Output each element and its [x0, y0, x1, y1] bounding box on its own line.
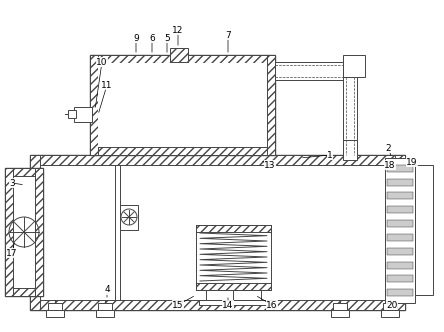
Text: 17: 17 — [6, 248, 18, 258]
Bar — [387, 262, 413, 269]
Bar — [275, 62, 355, 80]
Text: 9: 9 — [133, 34, 139, 42]
Bar — [387, 234, 413, 241]
Bar — [120, 205, 138, 230]
Bar — [387, 220, 413, 227]
Text: 15: 15 — [172, 300, 184, 309]
Bar — [90, 55, 275, 155]
Bar — [196, 283, 271, 290]
Text: 7: 7 — [225, 31, 231, 40]
Bar — [98, 303, 112, 310]
Bar — [5, 288, 43, 296]
Bar — [387, 248, 413, 255]
Text: 5: 5 — [164, 34, 170, 42]
Bar — [196, 225, 271, 232]
Bar — [387, 275, 413, 282]
Text: 11: 11 — [101, 80, 113, 90]
Bar — [170, 48, 188, 62]
Bar — [30, 300, 405, 310]
Text: 6: 6 — [149, 34, 155, 42]
Bar — [46, 310, 64, 317]
Bar — [90, 147, 275, 155]
Text: 10: 10 — [96, 57, 108, 66]
Bar — [199, 300, 268, 305]
Text: 19: 19 — [406, 157, 418, 167]
Bar — [383, 303, 397, 310]
Bar — [387, 165, 413, 172]
Bar — [48, 303, 62, 310]
Text: 12: 12 — [172, 26, 184, 35]
Bar — [90, 55, 275, 63]
Bar — [343, 140, 357, 160]
Bar — [331, 310, 349, 317]
Bar — [385, 158, 415, 303]
Bar — [196, 225, 271, 290]
Text: 20: 20 — [386, 300, 398, 309]
Text: 16: 16 — [266, 300, 278, 309]
Text: 14: 14 — [222, 300, 234, 309]
Bar — [387, 206, 413, 213]
Text: 13: 13 — [264, 160, 276, 170]
Bar — [30, 155, 40, 310]
Text: 4: 4 — [104, 286, 110, 294]
Bar — [35, 168, 43, 296]
Text: 2: 2 — [385, 143, 391, 152]
Bar — [90, 55, 98, 155]
Bar — [387, 179, 413, 186]
Bar — [267, 55, 275, 155]
Text: 18: 18 — [384, 160, 396, 170]
Text: 3: 3 — [9, 179, 15, 188]
Text: 1: 1 — [327, 150, 333, 159]
Bar — [30, 155, 405, 310]
Bar — [30, 155, 405, 165]
Bar — [5, 168, 13, 296]
Bar — [74, 107, 92, 122]
Bar — [343, 55, 365, 77]
Bar — [333, 303, 347, 310]
Bar — [5, 168, 43, 296]
Bar — [381, 310, 399, 317]
Bar — [96, 310, 114, 317]
Bar — [5, 168, 43, 176]
Bar — [98, 63, 267, 147]
Bar — [68, 110, 76, 118]
Bar — [415, 165, 433, 295]
Bar — [387, 289, 413, 296]
Bar — [387, 193, 413, 200]
Bar — [343, 62, 357, 155]
Bar — [395, 155, 405, 310]
